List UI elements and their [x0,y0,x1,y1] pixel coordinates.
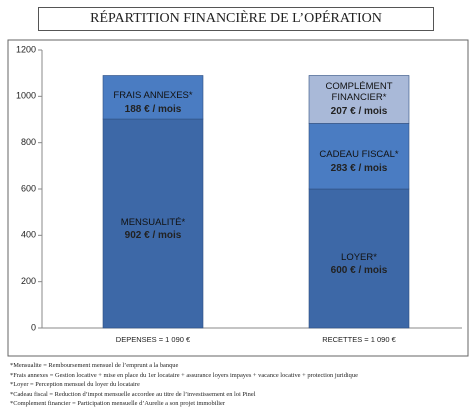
footnotes: *Mensualite = Remboursement mensuel de l… [10,361,470,409]
x-tick-label: RECETTES = 1 090 € [322,335,396,344]
segment-label: LOYER* [341,251,377,263]
y-tick-label: 600 [21,183,36,193]
y-tick-label: 1000 [16,91,36,101]
value-label: 283 € / mois [331,163,388,174]
segment-name: MENSUALITÉ* [120,216,186,228]
segment-label: COMPLÉMENT FINANCIER* [325,81,393,104]
y-tick-label: 1200 [16,44,36,54]
segment-name: COMPLÉMENT FINANCIER* [325,81,393,104]
footnote: *Complement financier = Participation me… [10,400,225,408]
segment-name: CADEAU FISCAL* [319,149,399,161]
segment-name: FRAIS ANNEXES* [113,90,193,102]
value-label: 600 € / mois [331,265,388,276]
x-tick-label: DEPENSES = 1 090 € [116,335,191,344]
chart: 0 200 400 600 800 1000 1200 DEPENSES = 1 090 € M… [7,39,469,357]
bar-segment [308,123,410,190]
segment-name: LOYER* [341,251,377,263]
bar-segment [308,75,410,124]
value-label: 207 € / mois [331,106,388,117]
bar-segment [308,188,410,329]
chart-frame [7,39,469,357]
value-label: 188 € / mois [125,104,182,115]
bar-segment [102,75,204,120]
y-tick-label: 0 [31,322,36,332]
bar-segment [102,118,204,329]
segment-label: MENSUALITÉ* [120,216,186,228]
y-tick-label: 200 [21,276,36,286]
y-tick-label: 400 [21,230,36,240]
value-label: 902 € / mois [125,230,182,241]
footnote: *Cadeau fiscal = Reduction d’impot mensu… [10,390,256,398]
footnote: *Frais annexes = Gestion locative + mise… [10,371,358,379]
footnote: *Mensualite = Remboursement mensuel de l… [10,362,179,369]
segment-label: CADEAU FISCAL* [319,149,399,161]
footnote: *Loyer = Perception mensuel du loyer du … [10,381,140,389]
chart-title: RÉPARTITION FINANCIÈRE DE L’OPÉRATION [38,7,434,31]
segment-label: FRAIS ANNEXES* [113,90,193,102]
y-tick-label: 800 [21,137,36,147]
